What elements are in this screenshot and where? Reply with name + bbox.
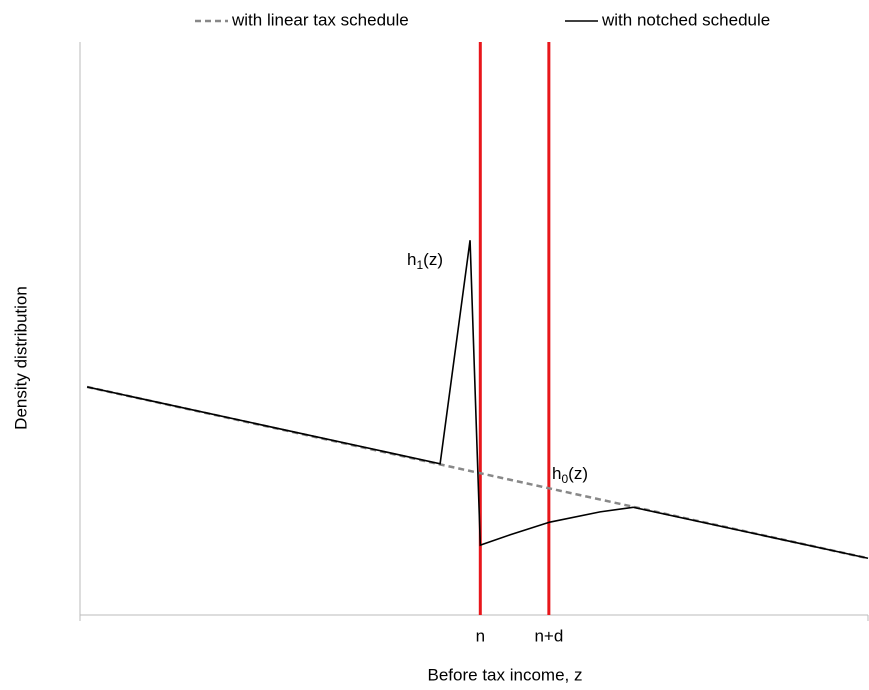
- legend-label: with notched schedule: [601, 10, 770, 29]
- series-line: [86, 240, 869, 560]
- annotation: h0(z): [552, 464, 588, 486]
- annotation-sub: 1: [416, 258, 423, 272]
- annotation-suffix: (z): [568, 464, 588, 483]
- annotation: h1(z): [407, 250, 443, 272]
- annotation-base: h: [407, 250, 416, 269]
- x-tick-label: n: [476, 626, 485, 645]
- annotation-sub: 0: [561, 472, 568, 486]
- y-axis-label: Density distribution: [11, 286, 30, 430]
- annotation-suffix: (z): [423, 250, 443, 269]
- legend-label: with linear tax schedule: [231, 10, 409, 29]
- x-axis-label: Before tax income, z: [428, 665, 583, 684]
- x-tick-label: n+d: [534, 626, 563, 645]
- annotation-base: h: [552, 464, 561, 483]
